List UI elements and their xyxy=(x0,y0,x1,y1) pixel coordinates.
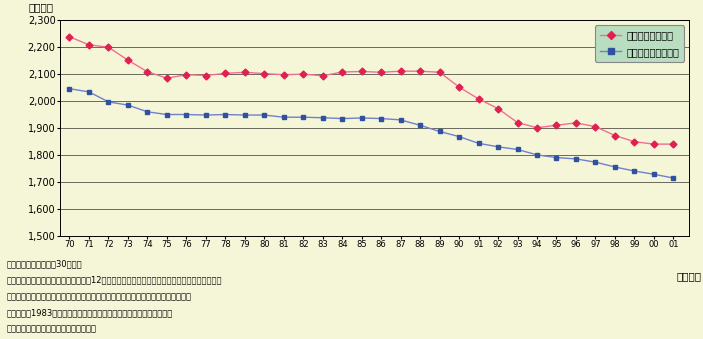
Text: （時間）: （時間） xyxy=(28,2,53,12)
Text: （注）１　事業所規模30人以上: （注）１ 事業所規模30人以上 xyxy=(7,259,83,268)
Text: 資料）厅生労働省「毎月勤労統計調査」: 資料）厅生労働省「毎月勤労統計調査」 xyxy=(7,324,97,334)
Text: ４　1983年度以前の数値は、各月次の数値を合算して求めた。: ４ 1983年度以前の数値は、各月次の数値を合算して求めた。 xyxy=(7,308,173,317)
Text: ３　所定外労働時間は、総実労働時間から所定内労働時間を引いて求めた。: ３ 所定外労働時間は、総実労働時間から所定内労働時間を引いて求めた。 xyxy=(7,292,192,301)
Text: （年度）: （年度） xyxy=(676,271,702,281)
Text: ２　数値は、年度平均月間値。12倍し、小数点以下第１位を四捨五入したものである。: ２ 数値は、年度平均月間値。12倍し、小数点以下第１位を四捨五入したものである。 xyxy=(7,276,223,285)
Legend: 年間総実労働時間, 年間所定内労働時間: 年間総実労働時間, 年間所定内労働時間 xyxy=(595,25,684,62)
